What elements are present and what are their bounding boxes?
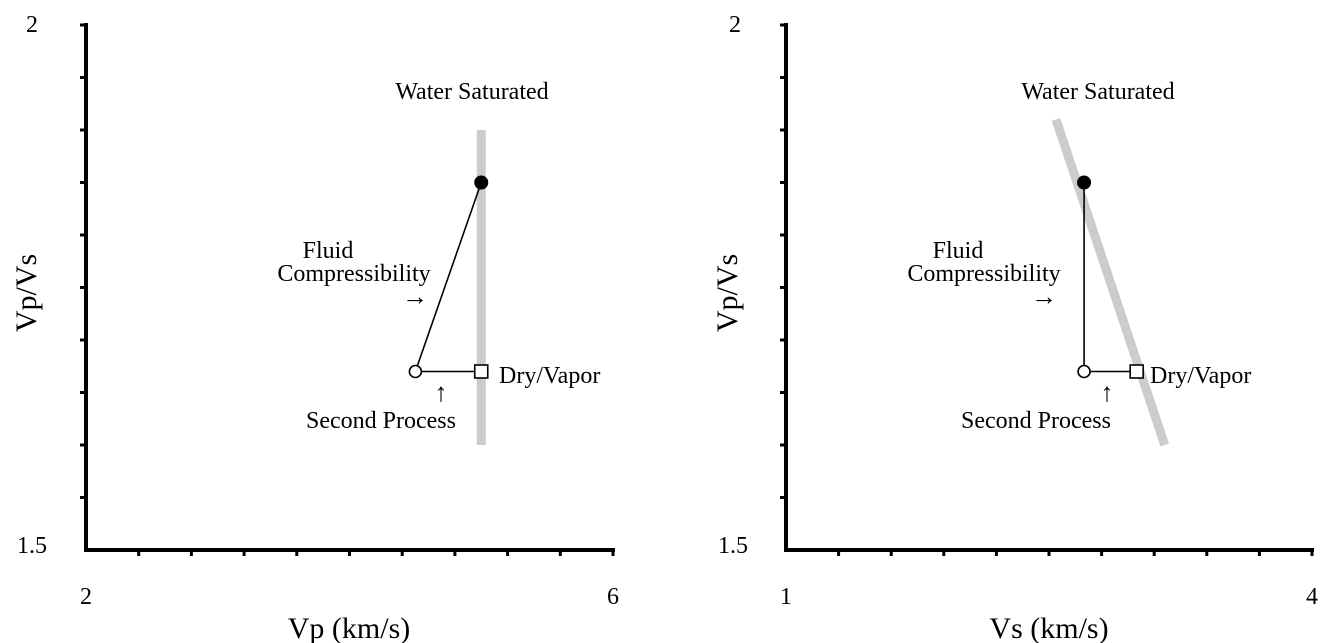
dry-vapor-label: Dry/Vapor bbox=[499, 363, 600, 389]
x-tick-label-max: 4 bbox=[1306, 584, 1318, 610]
second-process-arrow: ↑ bbox=[435, 378, 448, 407]
dry-vapor-point bbox=[475, 365, 488, 378]
second-process-point bbox=[409, 366, 421, 378]
second-process-arrow: ↑ bbox=[1101, 378, 1114, 407]
chart-panel-left: 2 1.5 2 6 Vp (km/s) Vp/Vs Water Saturate… bbox=[10, 12, 619, 643]
x-tick-label-min: 1 bbox=[780, 584, 792, 610]
y-axis-title: Vp/Vs bbox=[711, 254, 744, 332]
y-tick-label-min: 1.5 bbox=[718, 533, 748, 559]
water-saturated-label: Water Saturated bbox=[1021, 79, 1174, 105]
fluid-compressibility-arrow: → bbox=[1031, 282, 1057, 311]
x-axis-title: Vs (km/s) bbox=[989, 612, 1108, 643]
water-saturated-label: Water Saturated bbox=[395, 79, 548, 105]
y-tick-label-min: 1.5 bbox=[17, 533, 47, 559]
chart-panel-right: 2 1.5 1 4 Vs (km/s) Vp/Vs Water Saturate… bbox=[711, 12, 1318, 643]
y-tick-label-max: 2 bbox=[26, 12, 38, 38]
dry-vapor-label: Dry/Vapor bbox=[1150, 363, 1251, 389]
y-axis-title: Vp/Vs bbox=[10, 254, 43, 332]
x-tick-label-min: 2 bbox=[80, 584, 92, 610]
water-saturated-point bbox=[1078, 176, 1091, 189]
fluid-compressibility-arrow: → bbox=[402, 282, 428, 311]
second-process-label: Second Process bbox=[306, 408, 456, 434]
second-process-point bbox=[1078, 366, 1090, 378]
y-tick-label-max: 2 bbox=[729, 12, 741, 38]
water-saturated-point bbox=[475, 176, 488, 189]
dry-vapor-point bbox=[1130, 365, 1143, 378]
x-axis-title: Vp (km/s) bbox=[288, 612, 411, 643]
x-tick-label-max: 6 bbox=[607, 584, 619, 610]
second-process-label: Second Process bbox=[961, 408, 1111, 434]
